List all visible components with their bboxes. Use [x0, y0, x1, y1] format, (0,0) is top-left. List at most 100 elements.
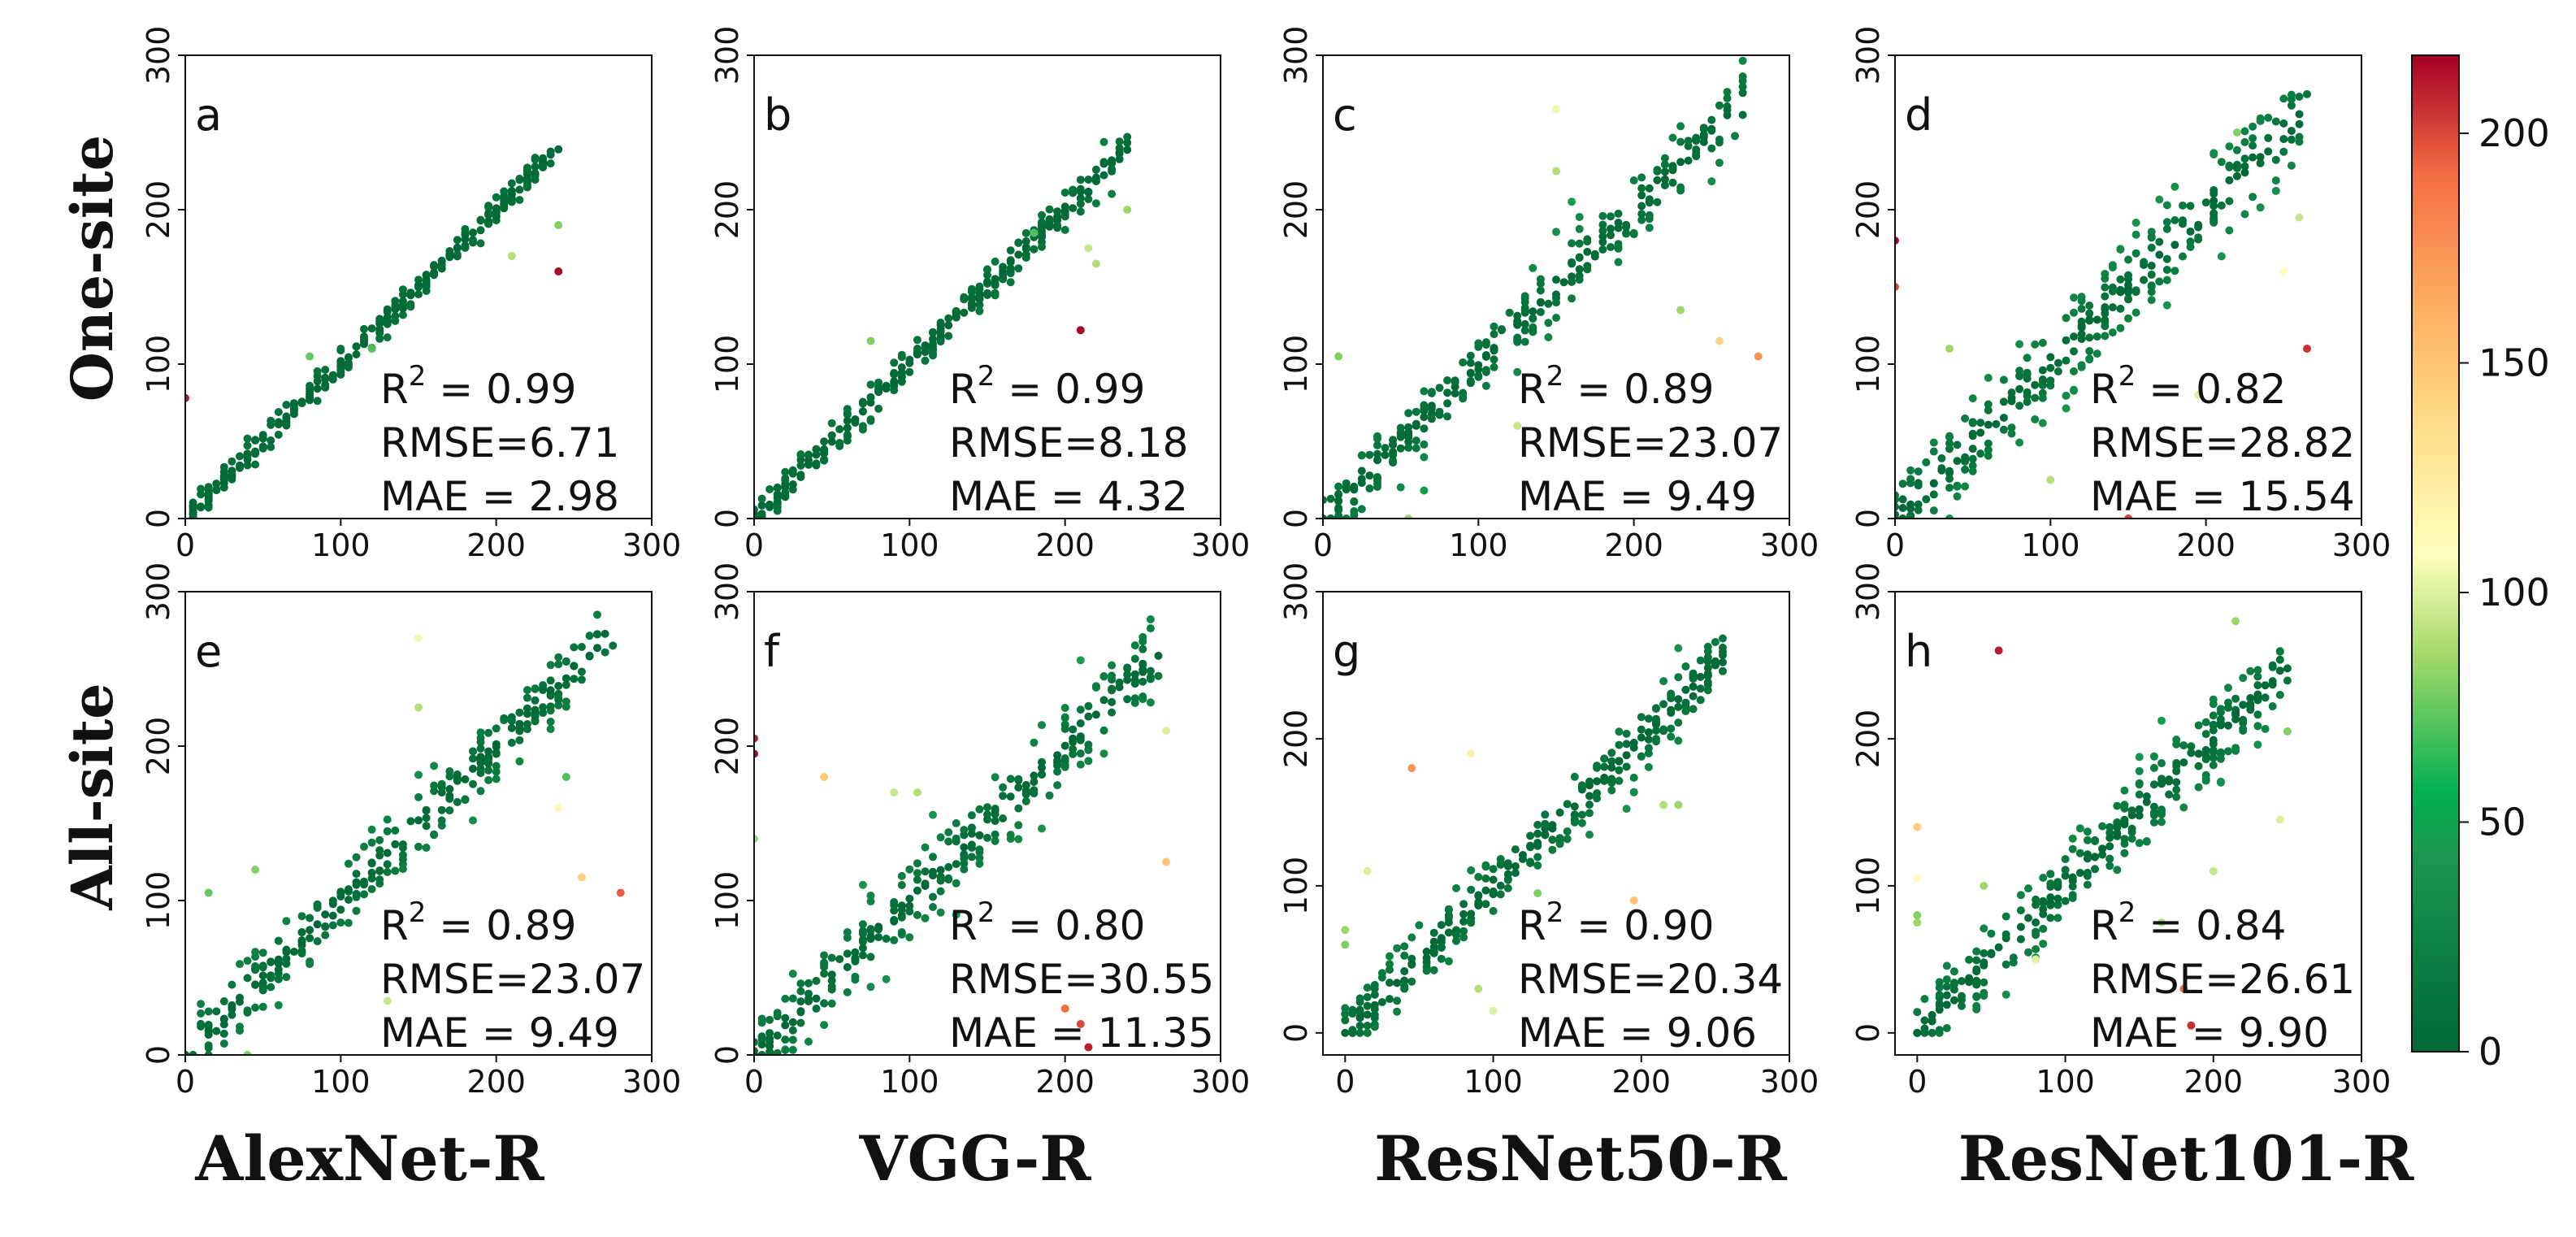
- data-point: [422, 844, 431, 852]
- data-point: [897, 372, 906, 381]
- data-point: [2279, 119, 2288, 128]
- data-point: [2062, 314, 2071, 323]
- data-point: [531, 176, 540, 184]
- data-point: [1069, 734, 1078, 743]
- data-point: [866, 983, 875, 992]
- outlier-point: [1994, 646, 2003, 655]
- data-point: [515, 736, 524, 744]
- outlier-point: [1084, 244, 1093, 253]
- data-point: [1370, 1005, 1379, 1013]
- data-point: [1146, 698, 1155, 707]
- data-point: [1437, 934, 1446, 943]
- data-point: [1084, 745, 1093, 754]
- data-point: [251, 436, 260, 445]
- data-point: [1334, 511, 1343, 519]
- data-point: [2149, 752, 2158, 761]
- data-point: [1696, 684, 1705, 693]
- y-tick-label: 300: [1278, 562, 1314, 622]
- data-point: [1474, 891, 1483, 900]
- data-point: [2171, 182, 2179, 191]
- outlier-point: [414, 703, 423, 712]
- data-point: [2253, 722, 2262, 731]
- data-point: [1467, 866, 1476, 875]
- data-point: [274, 408, 283, 416]
- data-point: [1130, 679, 1139, 688]
- data-point: [781, 1013, 790, 1022]
- data-point: [2225, 161, 2234, 170]
- data-point: [2046, 353, 2055, 362]
- data-point: [1945, 484, 1954, 493]
- data-point: [251, 447, 260, 456]
- data-point: [422, 814, 431, 822]
- data-point: [1644, 714, 1653, 723]
- data-point: [1585, 792, 1594, 801]
- data-point: [1091, 173, 1100, 182]
- data-point: [1699, 124, 1708, 132]
- data-point: [1443, 388, 1452, 397]
- data-point: [1389, 441, 1398, 449]
- data-point: [1999, 425, 2008, 434]
- data-point: [344, 887, 353, 896]
- data-point: [1607, 231, 1615, 240]
- data-point: [1552, 298, 1560, 307]
- data-point: [835, 441, 844, 450]
- data-point: [562, 658, 570, 666]
- data-point: [336, 918, 345, 927]
- data-point: [1544, 333, 1553, 341]
- outlier-point: [1407, 764, 1416, 773]
- data-point: [251, 966, 260, 974]
- r2-equals: =: [2136, 902, 2196, 949]
- data-point: [2179, 741, 2188, 750]
- data-point: [1914, 481, 1923, 490]
- data-point: [1108, 671, 1117, 680]
- y-tick-label: 0: [1278, 509, 1314, 528]
- data-point: [967, 840, 976, 849]
- y-tick-label: 0: [1278, 1023, 1314, 1043]
- data-point: [1350, 485, 1359, 494]
- data-point: [866, 927, 875, 935]
- data-point: [1980, 961, 1988, 970]
- data-point: [897, 928, 906, 936]
- data-point: [437, 816, 446, 825]
- data-point: [921, 843, 930, 852]
- outlier-point: [1030, 228, 1039, 237]
- data-point: [2007, 393, 2016, 402]
- data-point: [1583, 265, 1592, 274]
- data-point: [2085, 309, 2094, 318]
- data-point: [1370, 1022, 1379, 1031]
- data-point: [827, 953, 836, 962]
- y-tick-label: 200: [1850, 180, 1886, 240]
- data-point: [1637, 713, 1646, 722]
- data-point: [812, 1005, 821, 1013]
- data-point: [1474, 372, 1483, 381]
- data-point: [546, 702, 555, 711]
- r2-superscript: 2: [409, 360, 427, 393]
- data-point: [1038, 721, 1046, 730]
- data-point: [991, 830, 1000, 839]
- data-point: [1427, 401, 1436, 410]
- outlier-point: [1334, 352, 1343, 361]
- data-point: [1513, 311, 1522, 320]
- x-tick-label: 0: [744, 527, 764, 563]
- data-point: [1607, 212, 1615, 221]
- outlier-point: [2032, 955, 2040, 964]
- data-point: [1984, 373, 1993, 382]
- data-point: [1130, 654, 1139, 663]
- data-point: [1370, 1010, 1379, 1019]
- outlier-point: [562, 773, 570, 781]
- data-point: [2209, 746, 2218, 755]
- data-point: [1365, 484, 1374, 493]
- data-point: [1053, 751, 1062, 760]
- data-point: [1014, 783, 1023, 792]
- data-point: [882, 974, 891, 983]
- data-point: [360, 877, 368, 886]
- data-point: [515, 185, 524, 194]
- outlier-point: [2187, 1021, 2196, 1030]
- data-point: [843, 963, 852, 971]
- data-point: [882, 935, 891, 943]
- data-point: [1341, 1016, 1350, 1025]
- data-point: [461, 224, 470, 233]
- data-point: [1053, 224, 1062, 232]
- data-point: [1937, 464, 1946, 473]
